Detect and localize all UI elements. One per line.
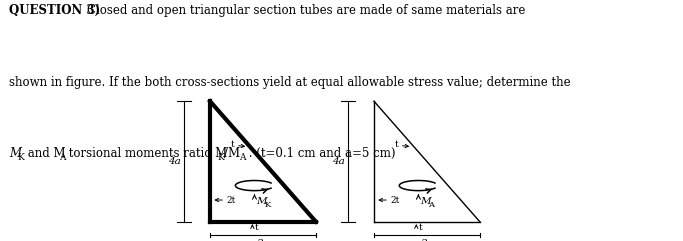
Text: 2t: 2t [227,195,236,205]
Text: M: M [420,197,430,206]
Text: K: K [264,201,270,209]
Text: 4a: 4a [332,157,344,166]
Text: M: M [256,197,266,206]
Text: 3a: 3a [421,239,433,241]
Text: K: K [217,153,224,162]
Text: Closed and open triangular section tubes are made of same materials are: Closed and open triangular section tubes… [87,4,526,17]
Text: shown in figure. If the both cross-sections yield at equal allowable stress valu: shown in figure. If the both cross-secti… [9,76,570,89]
Text: A: A [59,153,66,162]
Text: 3a: 3a [257,239,269,241]
Text: t: t [231,140,234,149]
Text: and M: and M [24,147,66,160]
Text: t: t [254,223,258,232]
Text: QUESTION 3): QUESTION 3) [9,4,100,17]
Text: /M: /M [224,147,240,160]
Text: A: A [428,201,434,209]
Text: K: K [18,153,25,162]
Text: t: t [395,140,398,149]
Text: A: A [239,153,246,162]
Text: 2t: 2t [391,195,400,205]
Text: torsional moments ratio M: torsional moments ratio M [65,147,227,160]
Text: . (t=0.1 cm and a=5 cm): . (t=0.1 cm and a=5 cm) [245,147,395,160]
Text: M: M [9,147,21,160]
Text: t: t [418,223,422,232]
Text: 4a: 4a [168,157,180,166]
